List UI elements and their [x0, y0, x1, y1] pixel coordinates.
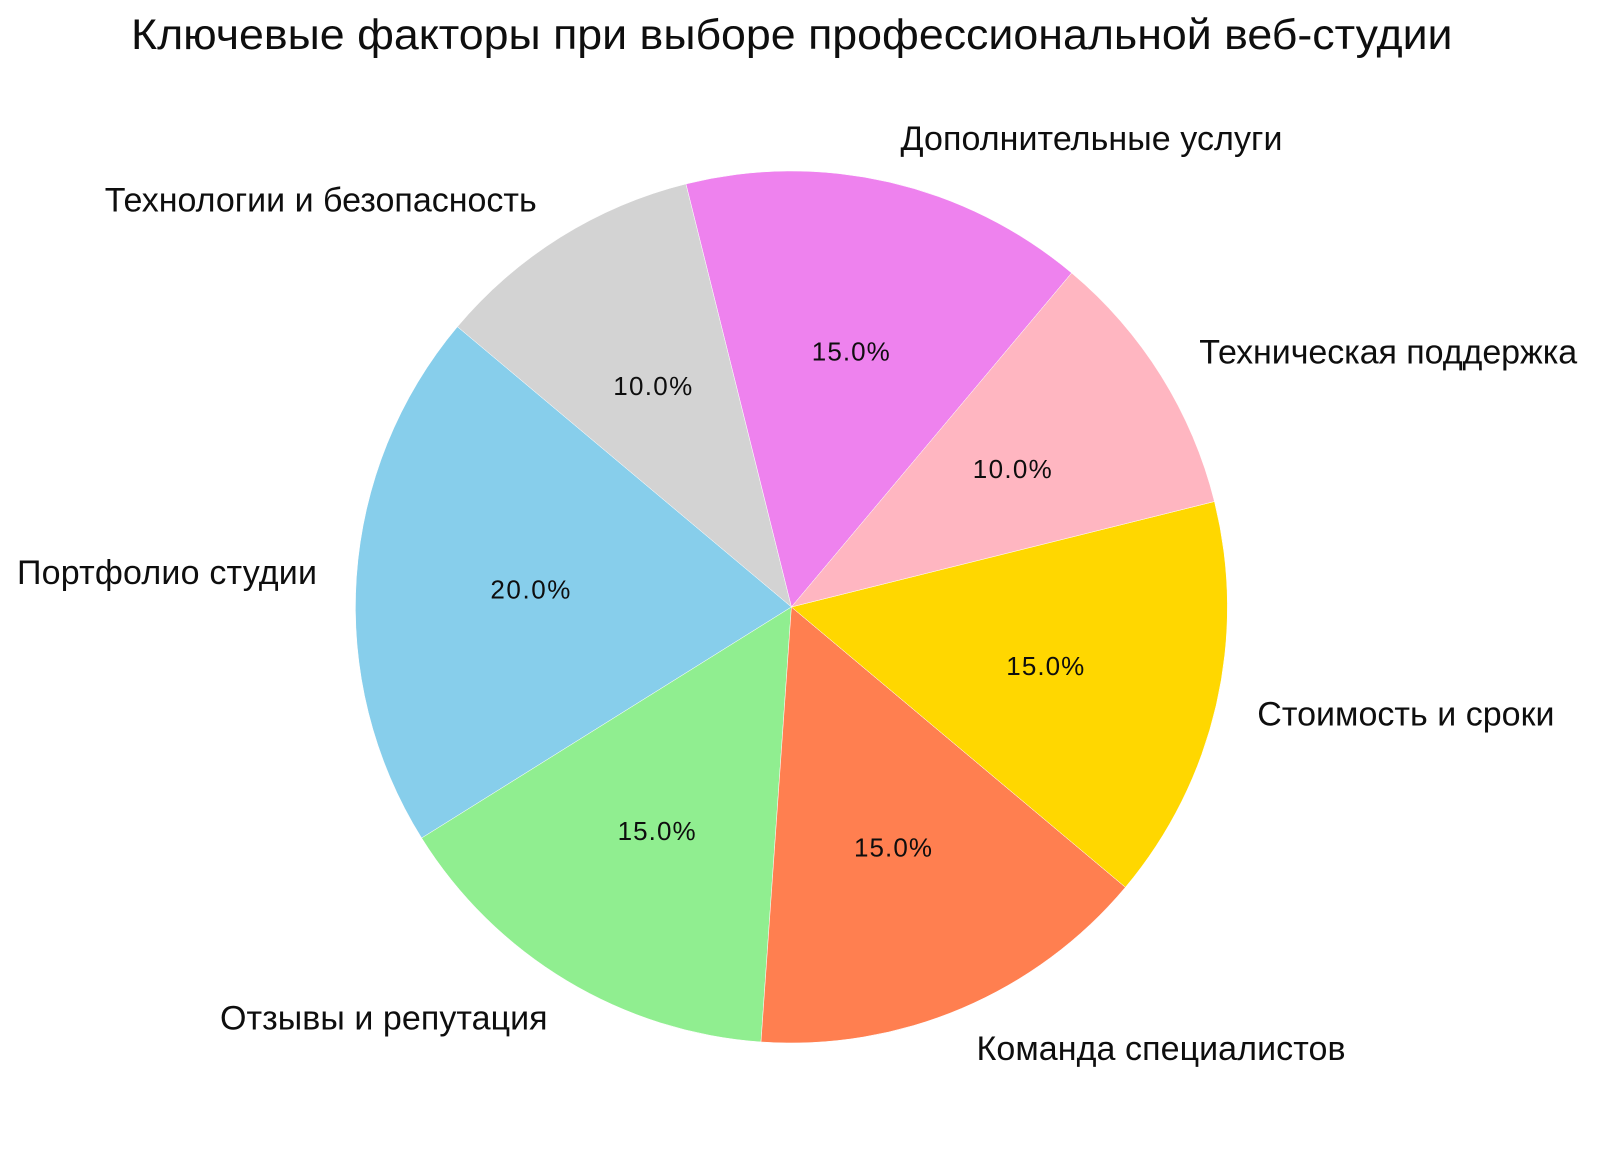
- svg-text:Портфолио студии: Портфолио студии: [17, 554, 317, 592]
- svg-text:Ключевые факторы при выборе пр: Ключевые факторы при выборе профессионал…: [131, 11, 1453, 59]
- svg-text:10.0%: 10.0%: [973, 454, 1052, 484]
- svg-text:Дополнительные услуги: Дополнительные услуги: [901, 120, 1283, 158]
- svg-text:10.0%: 10.0%: [613, 371, 692, 401]
- svg-text:Технологии и безопасность: Технологии и безопасность: [105, 181, 537, 219]
- svg-text:Отзывы и репутация: Отзывы и репутация: [220, 1000, 548, 1038]
- svg-text:15.0%: 15.0%: [618, 816, 696, 846]
- svg-text:15.0%: 15.0%: [812, 337, 890, 367]
- svg-text:Стоимость и сроки: Стоимость и сроки: [1257, 695, 1554, 733]
- svg-text:15.0%: 15.0%: [1006, 651, 1084, 681]
- svg-text:15.0%: 15.0%: [854, 833, 932, 863]
- svg-text:Команда специалистов: Команда специалистов: [977, 1030, 1346, 1068]
- svg-text:20.0%: 20.0%: [490, 575, 570, 605]
- svg-text:Техническая поддержка: Техническая поддержка: [1199, 334, 1577, 372]
